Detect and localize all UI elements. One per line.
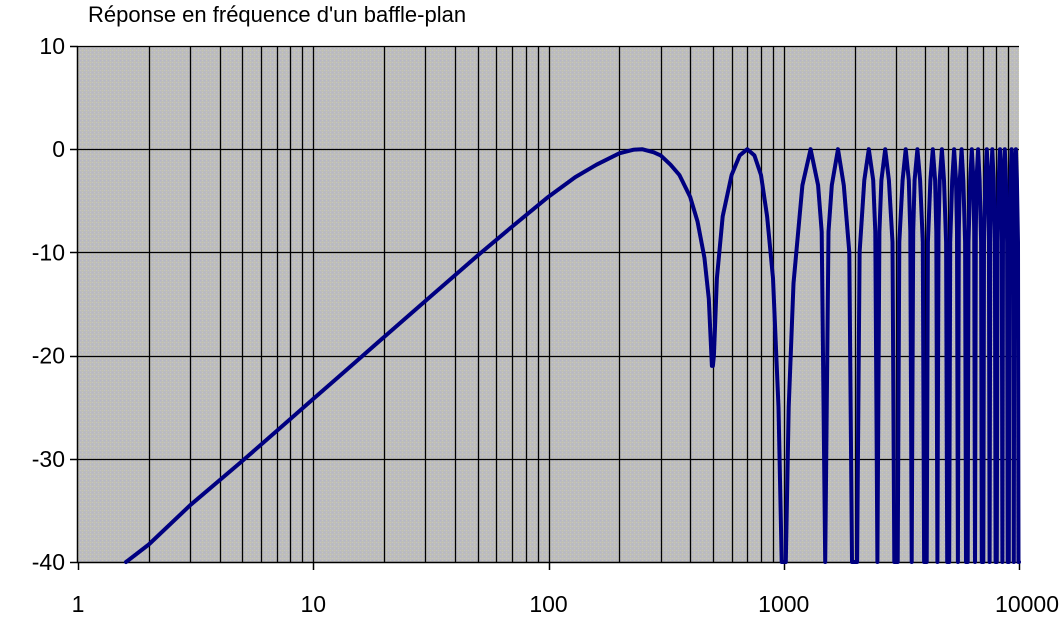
y-tick-label: -10 [32, 239, 65, 265]
series-line [124, 147, 1021, 564]
plot-background [78, 46, 1019, 562]
y-tick-label: -40 [32, 549, 65, 575]
x-tick-label: 1 [72, 591, 85, 617]
y-tick-label: -30 [32, 446, 65, 472]
x-tick-label: 10 [300, 591, 326, 617]
x-tick-label: 1000 [758, 591, 809, 617]
y-tick-label: 10 [39, 33, 65, 59]
series-layer [124, 147, 1021, 564]
x-tick-label: 10000 [995, 591, 1059, 617]
tick-labels: 100-10-20-30-401 10 100 1000 10000 [32, 33, 1059, 617]
x-tick-label: 100 [529, 591, 567, 617]
y-tick-label: -20 [32, 343, 65, 369]
chart-title: Réponse en fréquence d'un baffle-plan [88, 2, 467, 27]
axes [70, 45, 1021, 570]
y-tick-label: 0 [52, 136, 65, 162]
